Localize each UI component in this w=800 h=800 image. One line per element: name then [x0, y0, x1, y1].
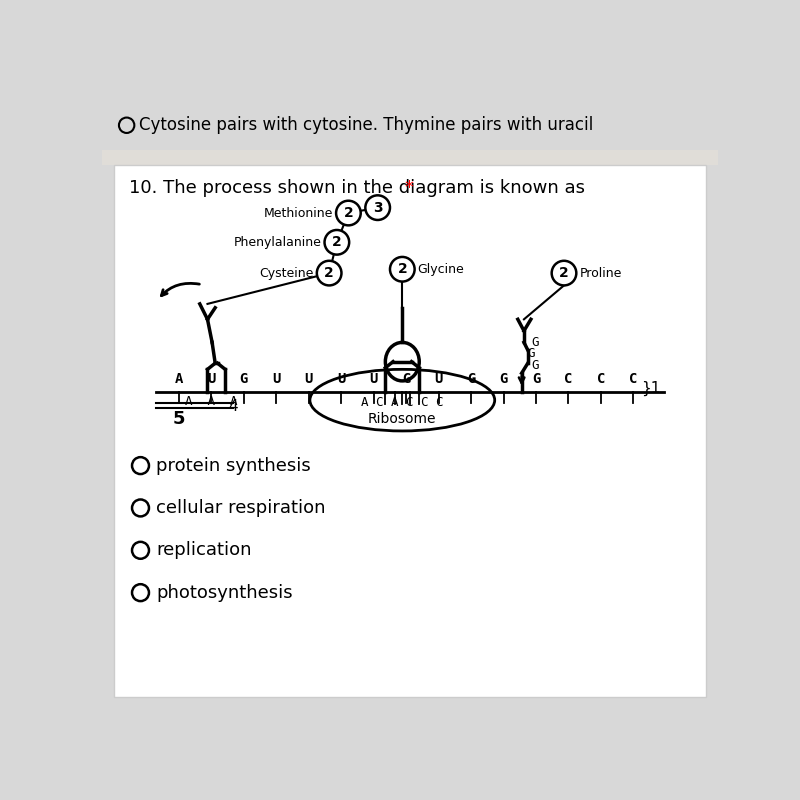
Text: U: U [370, 372, 378, 386]
Circle shape [552, 261, 576, 286]
Text: 2: 2 [343, 206, 354, 220]
Text: G: G [467, 372, 475, 386]
Text: Cytosine pairs with cytosine. Thymine pairs with uracil: Cytosine pairs with cytosine. Thymine pa… [139, 116, 594, 134]
Circle shape [390, 257, 414, 282]
Text: 2: 2 [332, 235, 342, 250]
Text: 4: 4 [228, 398, 238, 414]
Text: G: G [499, 372, 508, 386]
Text: 2: 2 [324, 266, 334, 280]
Text: Cysteine: Cysteine [259, 266, 314, 280]
Text: Proline: Proline [579, 266, 622, 280]
FancyBboxPatch shape [102, 96, 718, 150]
Text: 10. The process shown in the diagram is known as: 10. The process shown in the diagram is … [129, 179, 590, 198]
Text: 3: 3 [373, 201, 382, 214]
Circle shape [317, 261, 342, 286]
Text: G: G [532, 336, 539, 349]
Text: G: G [532, 372, 540, 386]
Text: G: G [532, 359, 539, 372]
Circle shape [366, 195, 390, 220]
Text: A: A [175, 372, 183, 386]
Text: protein synthesis: protein synthesis [156, 457, 310, 474]
Text: U: U [272, 372, 281, 386]
FancyBboxPatch shape [102, 150, 718, 166]
Text: G: G [527, 347, 534, 361]
Text: A  A  A: A A A [185, 394, 238, 408]
Text: U: U [434, 372, 442, 386]
Text: Phenylalanine: Phenylalanine [234, 236, 322, 249]
Text: replication: replication [156, 542, 251, 559]
FancyBboxPatch shape [114, 166, 706, 697]
Text: G: G [402, 372, 410, 386]
Text: A C A C C C: A C A C C C [361, 396, 443, 410]
Text: C: C [629, 372, 638, 386]
Text: 2: 2 [398, 262, 407, 276]
Circle shape [325, 230, 349, 254]
Text: U: U [207, 372, 216, 386]
Text: 5: 5 [173, 410, 186, 429]
Text: 2: 2 [559, 266, 569, 280]
Text: *: * [404, 179, 414, 198]
Text: photosynthesis: photosynthesis [156, 584, 293, 602]
Text: cellular respiration: cellular respiration [156, 499, 326, 517]
Text: Glycine: Glycine [418, 262, 465, 276]
Text: Methionine: Methionine [264, 206, 333, 219]
Text: G: G [240, 372, 248, 386]
Text: U: U [337, 372, 346, 386]
Text: C: C [564, 372, 573, 386]
Text: Ribosome: Ribosome [368, 413, 437, 426]
Text: C: C [597, 372, 605, 386]
Text: U: U [305, 372, 313, 386]
Text: }1: }1 [641, 381, 660, 396]
Circle shape [336, 201, 361, 226]
